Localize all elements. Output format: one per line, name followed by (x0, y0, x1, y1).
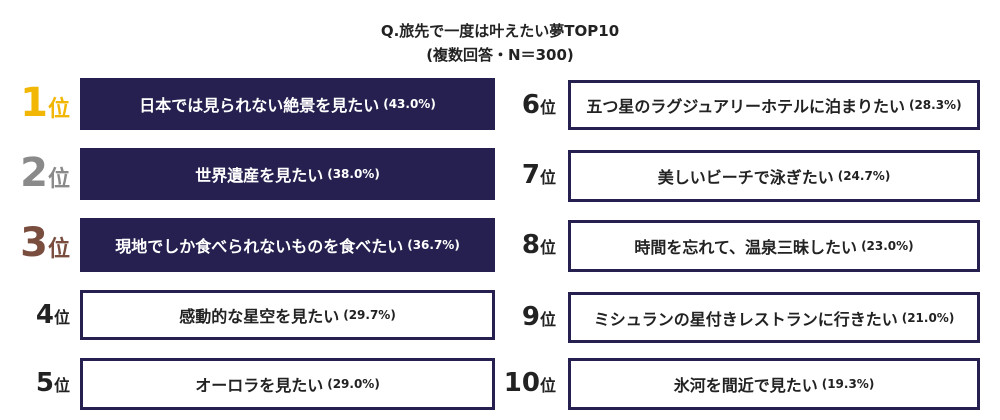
item-text: 感動的な星空を見たい (179, 307, 340, 326)
rank-number: 6 (521, 90, 540, 120)
item-percent: (21.0%) (901, 310, 955, 325)
rank-suffix: 位 (539, 238, 556, 257)
item-percent: (29.0%) (327, 377, 380, 391)
rank-suffix: 位 (539, 98, 556, 117)
rank-item-box: 感動的な星空を見たい (29.7%) (80, 290, 495, 340)
rank-item-box: 美しいビーチで泳ぎたい (24.7%) (568, 150, 980, 202)
rank-number: 8 (521, 230, 540, 260)
item-percent: (36.7%) (407, 238, 460, 252)
item-percent: (43.0%) (383, 97, 436, 111)
rank-suffix: 位 (539, 168, 556, 187)
rank-item-box: 世界遺産を見たい (38.0%) (80, 148, 495, 200)
rank-suffix: 位 (53, 308, 70, 327)
item-text: 世界遺産を見たい (195, 166, 324, 185)
rank-item-box: オーロラを見たい (29.0%) (80, 358, 495, 410)
rank-number: 10 (503, 368, 540, 398)
rank-suffix: 位 (47, 167, 70, 192)
rank-number: 9 (521, 302, 540, 332)
item-percent: (23.0%) (861, 239, 914, 253)
rank-suffix: 位 (539, 310, 556, 329)
item-percent: (38.0%) (327, 167, 380, 181)
rank-suffix: 位 (539, 376, 556, 395)
rank-item-box: ミシュランの星付きレストランに行きたい (21.0%) (568, 292, 980, 343)
rank-item-box: 現地でしか食べられないものを食べたい (36.7%) (80, 218, 495, 272)
item-text: 五つ星のラグジュアリーホテルに泊まりたい (586, 97, 905, 116)
rank-number: 1 (20, 80, 48, 126)
rank-item-box: 氷河を間近で見たい (19.3%) (568, 358, 980, 410)
rank-suffix: 位 (47, 237, 70, 262)
rank-number: 7 (521, 160, 540, 190)
rank-item-box: 日本では見られない絶景を見たい (43.0%) (80, 78, 495, 130)
rank-number: 4 (35, 300, 54, 330)
rank-number: 3 (20, 220, 48, 266)
rank-number: 2 (20, 150, 48, 196)
item-percent: (24.7%) (837, 169, 891, 183)
item-percent: (19.3%) (821, 377, 875, 391)
item-text: 時間を忘れて、温泉三昧したい (634, 238, 858, 257)
rank-label: 10 位 (500, 368, 556, 420)
item-text: 日本では見られない絶景を見たい (139, 96, 380, 115)
item-text: 美しいビーチで泳ぎたい (657, 168, 834, 187)
rank-item-box: 五つ星のラグジュアリーホテルに泊まりたい (28.3%) (568, 80, 980, 130)
item-text: オーロラを見たい (195, 376, 324, 395)
item-percent: (28.3%) (908, 98, 962, 112)
item-text: 氷河を間近で見たい (673, 376, 818, 395)
rank-suffix: 位 (53, 376, 70, 395)
rank-number: 5 (35, 368, 54, 398)
page-subtitle: (複数回答・N＝300) (426, 46, 574, 64)
item-percent: (29.7%) (343, 308, 396, 322)
item-text: ミシュランの星付きレストランに行きたい (593, 309, 898, 329)
item-text: 現地でしか食べられないものを食べたい (115, 237, 404, 256)
rank-item-box: 時間を忘れて、温泉三昧したい (23.0%) (568, 220, 980, 272)
rank-suffix: 位 (47, 97, 70, 122)
page-title: Q.旅先で一度は叶えたい夢TOP10 (380, 22, 620, 40)
